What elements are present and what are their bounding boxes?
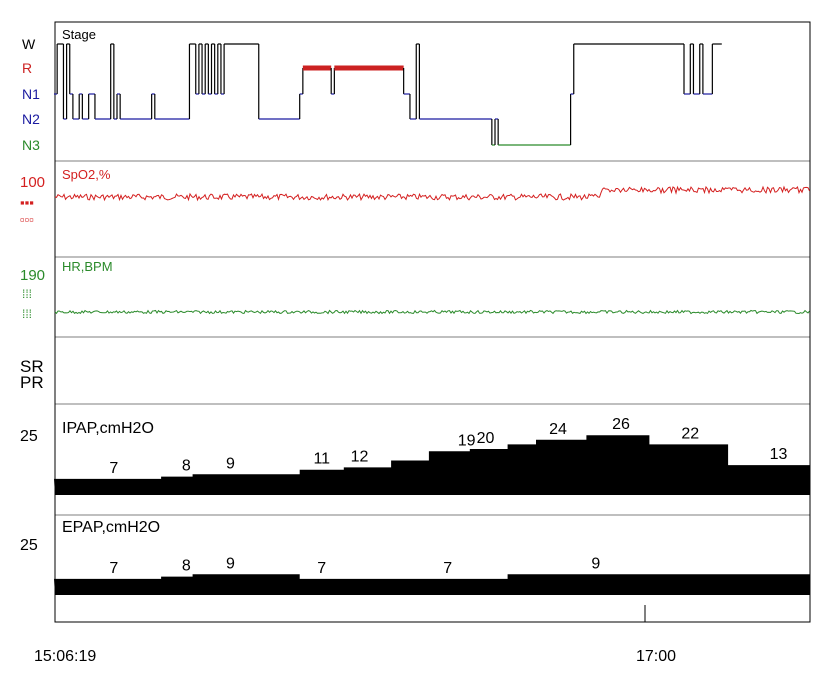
spo2-label: SpO2,% <box>62 167 111 182</box>
epap-top-tick: 25 <box>20 537 38 554</box>
ipap-value-label: 19 <box>458 432 476 449</box>
hr-label: HR,BPM <box>62 259 113 274</box>
plot-frame <box>54 21 811 623</box>
epap-value-label: 7 <box>443 560 452 577</box>
epap-label: EPAP,cmH2O <box>62 519 160 536</box>
ipap-value-label: 12 <box>351 448 369 465</box>
epap-value-label: 9 <box>591 555 600 572</box>
events-label-pr: PR <box>20 373 44 392</box>
stage-level-labels: WR N1 N2 N3 <box>22 36 40 153</box>
ipap-value-label: 20 <box>477 430 495 447</box>
hr-tick-smudge-2: ⁞⁞⁞ <box>22 307 32 321</box>
stage-level-r: R <box>22 60 32 76</box>
ipap-value-label: 24 <box>549 421 567 438</box>
ipap-label: IPAP,cmH2O <box>62 420 154 437</box>
stage-level-n2: N2 <box>22 111 40 127</box>
ipap-value-label: 22 <box>681 425 699 442</box>
stage-level-w: W <box>22 36 36 52</box>
ipap-fill <box>54 435 810 495</box>
epap-area: 7 8 9 7 7 9 <box>54 555 810 595</box>
hr-top-tick: 190 <box>20 267 45 284</box>
stage-title: Stage <box>62 27 96 42</box>
epap-value-label: 7 <box>317 560 326 577</box>
stage-level-n3: N3 <box>22 137 40 153</box>
events-label-sr: SR <box>20 357 44 376</box>
ipap-top-tick: 25 <box>20 428 38 445</box>
ipap-value-label: 9 <box>226 455 235 472</box>
ipap-area: 7 8 9 11 12 19 20 24 26 22 13 <box>54 416 810 495</box>
spo2-line <box>54 185 810 202</box>
hypnogram <box>54 43 722 146</box>
stage-level-n1: N1 <box>22 86 40 102</box>
epap-value-label: 8 <box>182 558 191 575</box>
ipap-value-label: 13 <box>770 446 788 463</box>
ipap-value-label: 11 <box>313 451 330 468</box>
spo2-tick-smudge: ▪▪▪ <box>20 195 34 210</box>
epap-value-label: 7 <box>109 560 118 577</box>
time-axis-start: 15:06:19 <box>34 648 96 665</box>
epap-value-label: 9 <box>226 555 235 572</box>
ipap-value-label: 8 <box>182 458 191 475</box>
ipap-value-label: 7 <box>109 460 118 477</box>
epap-fill <box>54 574 810 595</box>
hr-trace <box>54 309 810 315</box>
spo2-tick-smudge-2: ▫▫▫ <box>20 212 34 227</box>
hr-tick-smudge: ⁞⁞⁞ <box>22 287 32 301</box>
ipap-value-label: 26 <box>612 416 630 433</box>
time-axis-tick-17: 17:00 <box>636 648 676 665</box>
spo2-top-tick: 100 <box>20 174 45 191</box>
hr-line <box>54 309 810 315</box>
spo2-trace <box>54 185 810 202</box>
